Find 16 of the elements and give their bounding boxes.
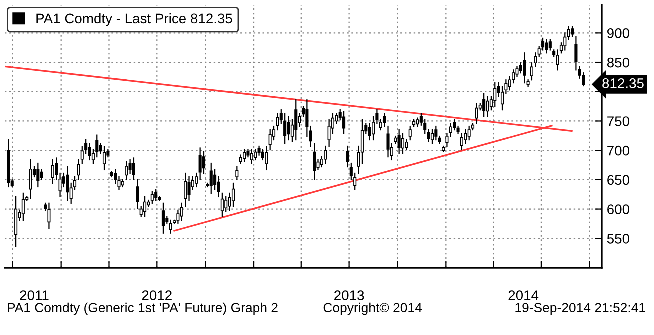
y-tick-label: 850 [607,58,630,68]
x-tick-label: 2011 [20,290,49,300]
y-tick-label: 650 [608,175,630,186]
text: Copyright© 2014 [324,302,422,316]
y-tick-label: 550 [607,234,630,244]
y-tick-label: 750 [608,116,630,126]
y-tick-label: 600 [608,204,630,214]
legend-label: PA1 Comdty - Last Price 812.35 [36,13,232,26]
text: 19-Sep-2014 21:52:41 [516,303,646,316]
x-tick-label: 2012 [142,290,172,300]
text: PA1 Comdty (Generic 1st 'PA' Future) Graph 2 [8,302,278,316]
x-tick-label: 2014 [508,290,539,300]
y-tick-label: 900 [608,28,630,38]
y-tick-label: 700 [608,146,630,156]
x-tick-label: 2013 [334,290,364,300]
annotation: 812.35 [602,78,644,88]
